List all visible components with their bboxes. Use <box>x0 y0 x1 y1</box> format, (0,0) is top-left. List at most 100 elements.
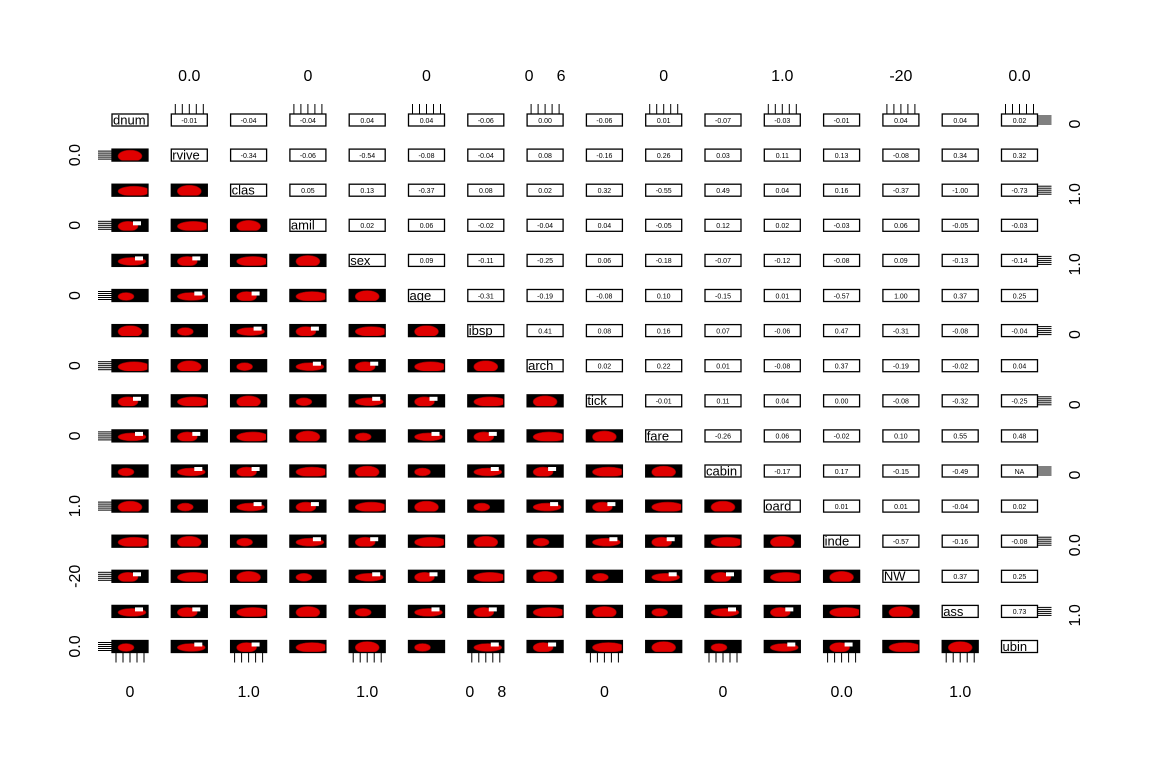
panel: 0.55 <box>953 434 967 441</box>
panel-frame <box>645 464 683 478</box>
scatter-blob <box>888 642 919 653</box>
axis-label: 0 <box>67 431 84 440</box>
panel-frame <box>941 394 979 408</box>
panel-frame <box>763 323 801 338</box>
panel: 0.16 <box>835 188 849 195</box>
panel-frame <box>585 323 624 338</box>
panel-frame <box>111 534 149 548</box>
panel-frame <box>585 253 624 268</box>
panel <box>586 605 623 618</box>
panel: 0.34 <box>953 153 967 160</box>
axis-label: 0.0 <box>1067 534 1084 556</box>
panel-frame <box>941 569 979 583</box>
panel-frame <box>585 534 624 548</box>
panel-frame <box>822 113 861 127</box>
scatter-blob <box>295 291 326 302</box>
correlation: 0.10 <box>657 293 671 300</box>
variable-label: clas <box>232 183 256 198</box>
panel <box>408 570 445 583</box>
scatter-blob <box>770 535 795 548</box>
panel: -0.73 <box>1012 188 1028 195</box>
panel <box>289 640 326 653</box>
correlation: -0.25 <box>1012 399 1028 406</box>
panel-frame <box>704 323 742 338</box>
scatter-blob <box>592 466 623 477</box>
panel <box>527 570 564 583</box>
scatter-blob <box>651 465 676 477</box>
scatter-blob <box>236 362 253 372</box>
panel: cabin <box>706 465 737 477</box>
scatter-blob <box>651 608 669 617</box>
gap <box>192 607 201 612</box>
panel <box>408 359 445 372</box>
scatter-blob <box>177 184 202 197</box>
panel-frame <box>170 288 208 303</box>
scatter-blob <box>354 326 386 337</box>
panel: -0.25 <box>537 258 553 265</box>
panel: -0.04 <box>478 153 494 160</box>
panel-frame <box>585 218 624 232</box>
panel <box>349 324 386 337</box>
scatter-blob <box>770 572 801 583</box>
panel <box>289 394 326 407</box>
correlation: 0.55 <box>953 434 967 441</box>
scatter-blob <box>473 360 499 372</box>
variable-label: dnum <box>113 112 146 127</box>
panel <box>171 535 208 548</box>
panel <box>112 149 148 162</box>
panel: amil <box>291 219 315 231</box>
panel-frame <box>704 534 742 548</box>
scatter-blob <box>354 536 376 548</box>
panel-frame <box>1000 429 1039 443</box>
scatter-blob <box>236 571 261 583</box>
panel-frame <box>407 464 446 478</box>
gap <box>609 537 618 542</box>
panel: 0.06 <box>894 223 908 230</box>
correlation: -0.55 <box>656 188 672 195</box>
panel: -0.19 <box>893 364 909 371</box>
panel-frame <box>822 218 861 232</box>
panel <box>289 535 326 548</box>
panel: -0.06 <box>300 153 316 160</box>
panel-frame <box>645 253 683 268</box>
correlation: -0.08 <box>893 399 909 406</box>
correlation: 0.01 <box>716 364 730 371</box>
scatter-blob <box>236 431 267 442</box>
scatter-blob <box>354 361 376 372</box>
panel-frame <box>763 253 801 268</box>
scatter-blob <box>592 430 617 442</box>
correlation: -0.04 <box>241 118 257 125</box>
panel-frame <box>170 359 208 373</box>
panel: 0.04 <box>1013 364 1027 371</box>
panel <box>349 429 386 442</box>
panel <box>586 500 623 513</box>
panel-frame <box>111 183 149 197</box>
panel-frame <box>348 323 386 338</box>
panel: NA <box>1015 469 1025 476</box>
panel-frame <box>704 359 742 373</box>
variable-label: tick <box>587 393 607 408</box>
panel-frame <box>170 253 208 268</box>
panel: -0.03 <box>774 118 790 125</box>
panel-frame <box>941 113 979 127</box>
gap <box>135 431 143 436</box>
panel: clas <box>232 183 256 198</box>
scatter-blob <box>295 430 321 442</box>
panel-frame <box>585 148 624 162</box>
gap <box>488 607 497 612</box>
gap <box>310 502 319 507</box>
correlation: -0.73 <box>1012 188 1028 195</box>
panel <box>823 570 860 583</box>
panel <box>823 640 860 653</box>
scatter-blob <box>710 500 736 513</box>
panel <box>289 500 326 513</box>
panel-frame <box>1000 288 1039 303</box>
panel-frame <box>882 183 920 197</box>
panel: -1.00 <box>952 188 968 195</box>
panel: 0.13 <box>835 153 849 160</box>
panel: 0.25 <box>1013 574 1027 581</box>
panel-frame <box>822 253 861 268</box>
correlation: -0.31 <box>478 293 494 300</box>
scatter-blob <box>592 642 623 653</box>
panel-frame <box>585 359 624 373</box>
